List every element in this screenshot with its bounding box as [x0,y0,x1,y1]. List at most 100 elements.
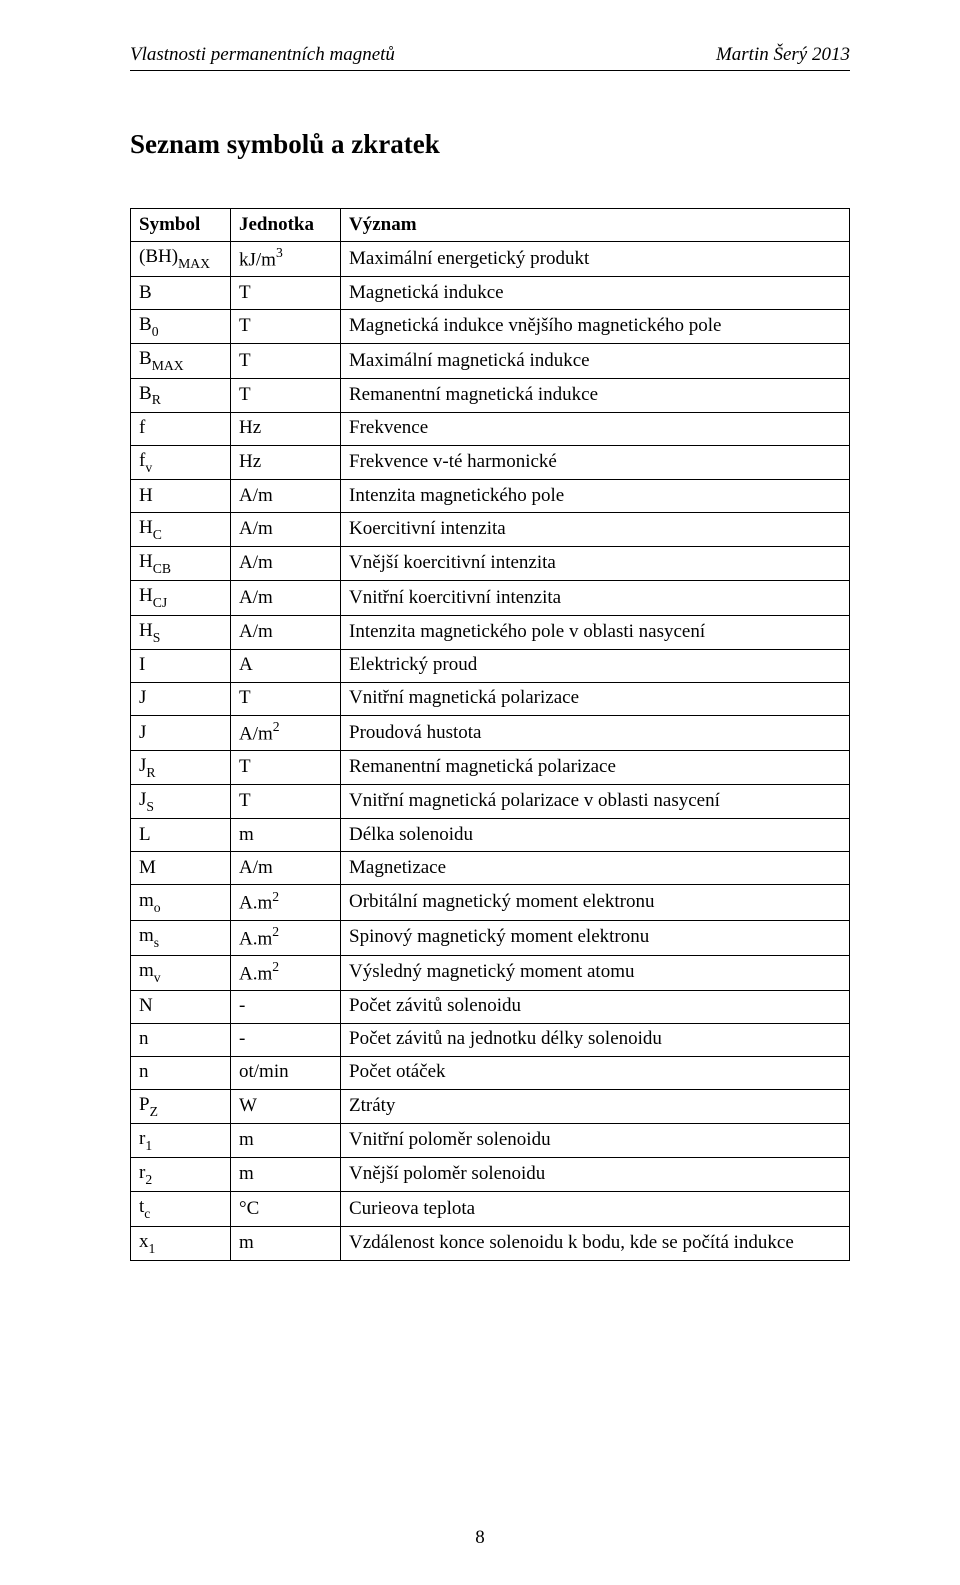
symbol-base: H [139,551,153,572]
table-row: HCBA/mVnější koercitivní intenzita [131,547,850,581]
symbol-base: B [139,383,152,404]
table-row: IAElektrický proud [131,649,850,682]
table-row: LmDélka solenoidu [131,819,850,852]
cell-unit: - [231,1023,341,1056]
cell-symbol: I [131,649,231,682]
cell-desc: Ztráty [341,1089,850,1123]
page-title: Seznam symbolů a zkratek [130,129,850,160]
symbol-subscript: 1 [145,1138,152,1153]
symbol-subscript: R [152,392,161,407]
unit-base: A.m [239,963,272,984]
symbol-base: H [139,485,153,506]
table-row: JSTVnitřní magnetická polarizace v oblas… [131,785,850,819]
table-row: JA/m2Proudová hustota [131,715,850,750]
cell-symbol: HC [131,513,231,547]
cell-unit: A/m [231,581,341,615]
symbol-subscript: S [153,630,161,645]
page-header: Vlastnosti permanentních magnetů Martin … [130,44,850,66]
symbol-base: H [139,585,153,606]
cell-desc: Frekvence [341,412,850,445]
symbol-base: I [139,654,145,675]
table-row: fHzFrekvence [131,412,850,445]
table-row: not/minPočet otáček [131,1056,850,1089]
cell-symbol: x1 [131,1226,231,1260]
unit-base: m [239,1129,254,1150]
cell-unit: T [231,682,341,715]
unit-base: m [239,824,254,845]
table-row: PZWZtráty [131,1089,850,1123]
symbol-subscript: R [146,765,155,780]
symbol-base: n [139,1028,149,1049]
cell-symbol: H [131,480,231,513]
header-rule [130,70,850,71]
table-row: msA.m2Spinový magnetický moment elektron… [131,920,850,955]
unit-superscript: 2 [272,889,279,904]
cell-unit: kJ/m3 [231,242,341,277]
cell-symbol: BMAX [131,344,231,378]
unit-base: A.m [239,928,272,949]
table-row: MA/mMagnetizace [131,852,850,885]
cell-unit: Hz [231,445,341,479]
cell-symbol: mv [131,955,231,990]
cell-unit: A/m [231,615,341,649]
cell-unit: T [231,344,341,378]
cell-desc: Maximální energetický produkt [341,242,850,277]
unit-base: W [239,1095,257,1116]
unit-base: A/m [239,587,273,608]
unit-base: °C [239,1198,259,1219]
unit-base: A/m [239,518,273,539]
cell-unit: m [231,1226,341,1260]
cell-desc: Remanentní magnetická polarizace [341,751,850,785]
cell-unit: T [231,785,341,819]
cell-unit: T [231,310,341,344]
cell-symbol: HCJ [131,581,231,615]
cell-desc: Frekvence v-té harmonické [341,445,850,479]
symbol-base: B [139,348,152,369]
cell-symbol: HS [131,615,231,649]
cell-desc: Magnetická indukce [341,277,850,310]
symbol-base: n [139,1061,149,1082]
symbol-subscript: MAX [152,358,184,373]
symbol-subscript: 2 [145,1172,152,1187]
unit-base: kJ/m [239,249,276,270]
cell-unit: °C [231,1192,341,1226]
cell-desc: Vnitřní magnetická polarizace v oblasti … [341,785,850,819]
header-right: Martin Šerý 2013 [716,44,850,66]
symbols-table: Symbol Jednotka Význam (BH)MAXkJ/m3Maxim… [130,208,850,1261]
cell-unit: - [231,990,341,1023]
cell-desc: Vnější poloměr solenoidu [341,1158,850,1192]
col-symbol: Symbol [131,209,231,242]
table-row: JTVnitřní magnetická polarizace [131,682,850,715]
symbol-subscript: s [154,935,159,950]
cell-symbol: B0 [131,310,231,344]
symbol-subscript: MAX [178,256,210,271]
symbol-base: N [139,995,153,1016]
table-row: HCA/mKoercitivní intenzita [131,513,850,547]
cell-desc: Výsledný magnetický moment atomu [341,955,850,990]
cell-symbol: J [131,682,231,715]
cell-symbol: M [131,852,231,885]
table-row: tc°CCurieova teplota [131,1192,850,1226]
cell-symbol: n [131,1056,231,1089]
cell-unit: T [231,378,341,412]
table-row: x1mVzdálenost konce solenoidu k bodu, kd… [131,1226,850,1260]
cell-symbol: BR [131,378,231,412]
cell-desc: Orbitální magnetický moment elektronu [341,885,850,920]
unit-superscript: 2 [272,959,279,974]
table-row: BMAXTMaximální magnetická indukce [131,344,850,378]
table-row: n-Počet závitů na jednotku délky solenoi… [131,1023,850,1056]
unit-base: m [239,1232,254,1253]
cell-symbol: r1 [131,1124,231,1158]
symbol-base: x [139,1231,149,1252]
cell-desc: Vnitřní poloměr solenoidu [341,1124,850,1158]
cell-desc: Curieova teplota [341,1192,850,1226]
unit-base: T [239,687,251,708]
table-row: HSA/mIntenzita magnetického pole v oblas… [131,615,850,649]
cell-desc: Počet závitů solenoidu [341,990,850,1023]
unit-base: A/m [239,552,273,573]
symbol-base: M [139,857,156,878]
cell-symbol: r2 [131,1158,231,1192]
cell-unit: A [231,649,341,682]
symbol-subscript: o [154,900,161,915]
symbol-subscript: C [153,527,162,542]
